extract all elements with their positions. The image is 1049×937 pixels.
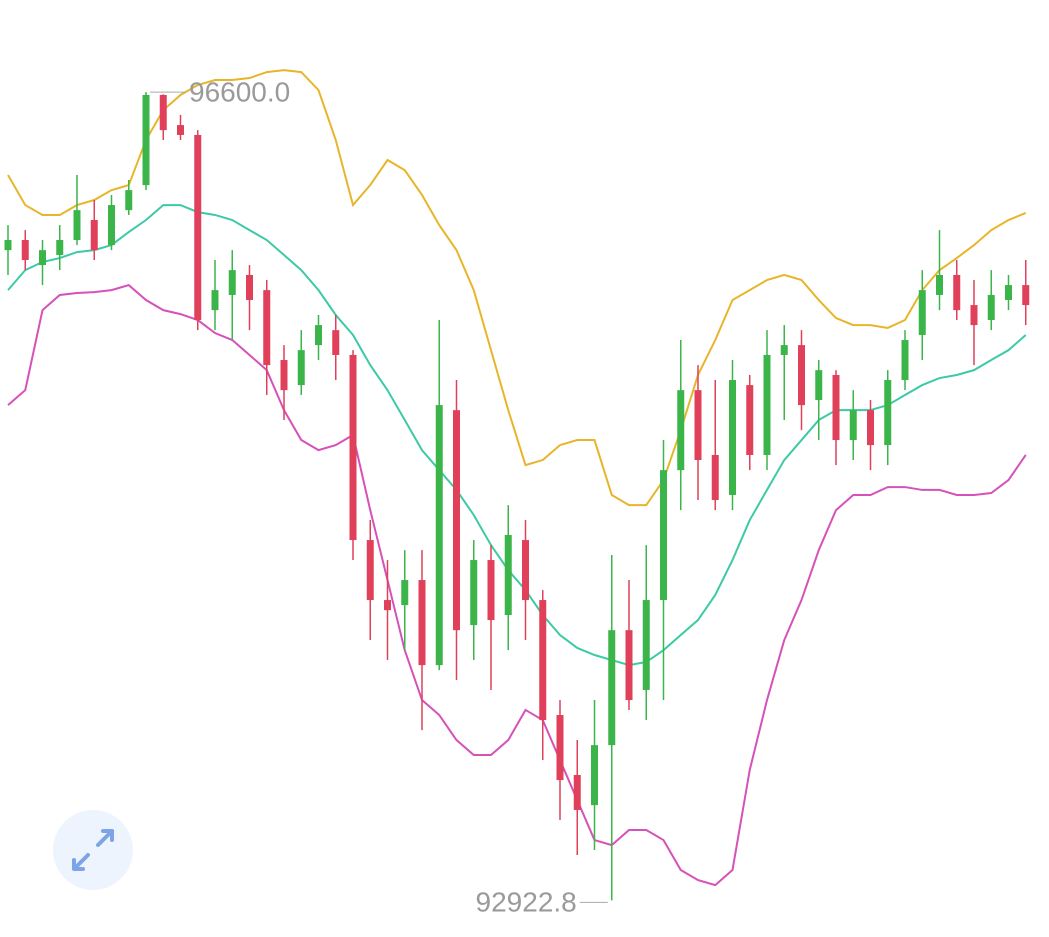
candle-body	[642, 600, 650, 690]
candle-body	[660, 470, 667, 601]
candle-body	[108, 205, 115, 246]
candle-body	[246, 274, 253, 301]
candle-body	[366, 540, 374, 601]
candle-body	[763, 354, 771, 455]
candle-body	[1022, 285, 1030, 306]
candle-body	[418, 580, 426, 666]
candle-body	[815, 370, 823, 401]
band-line	[7, 69, 1027, 507]
candle-body	[228, 270, 236, 295]
candle-body	[694, 390, 702, 461]
candle-body	[21, 240, 29, 261]
candle-body	[280, 360, 288, 391]
candle-body	[504, 534, 512, 615]
candle-body	[832, 374, 840, 441]
expand-button-bg[interactable]	[53, 810, 133, 890]
min-label: 92922.8	[476, 887, 577, 918]
candle-body	[90, 220, 98, 251]
candle-body	[746, 385, 754, 455]
candle-body	[780, 345, 788, 355]
candle-body	[522, 540, 529, 601]
candle-body	[729, 380, 736, 495]
candle-body	[591, 745, 598, 806]
candle-body	[677, 390, 685, 471]
candle-body	[4, 240, 12, 251]
candle-body	[556, 715, 564, 781]
candle-body	[125, 190, 133, 211]
candle-body	[177, 125, 184, 135]
candle-body	[401, 580, 409, 606]
expand-icon[interactable]	[72, 829, 114, 871]
candle-body	[349, 354, 357, 541]
candle-body	[918, 290, 926, 335]
candle-body	[263, 290, 271, 366]
candle-body	[711, 454, 719, 501]
candle-body	[142, 94, 150, 186]
candle-body	[625, 630, 633, 701]
candle-body	[159, 94, 167, 131]
candle-body	[56, 240, 64, 255]
candle-body	[970, 305, 978, 326]
candle-body	[297, 350, 305, 386]
band-line	[7, 283, 1027, 887]
candle-body	[901, 340, 909, 381]
candle-body	[849, 410, 857, 441]
candle-body	[73, 210, 81, 241]
candle-body	[608, 630, 616, 746]
max-label: 96600.0	[189, 76, 290, 107]
candle-body	[487, 560, 495, 621]
candle-body	[1005, 285, 1012, 301]
candle-body	[453, 410, 460, 631]
candle-body	[936, 274, 943, 295]
candle-body	[211, 290, 219, 311]
candle-body	[884, 380, 892, 446]
candle-body	[867, 410, 874, 446]
candle-body	[315, 325, 322, 346]
candle-body	[384, 600, 391, 611]
candle-body	[470, 560, 478, 626]
candle-body	[39, 250, 46, 266]
candle-body	[573, 775, 581, 810]
expand-button[interactable]	[53, 810, 133, 890]
candle-body	[798, 345, 805, 406]
candle-body	[953, 274, 961, 311]
candle-body	[539, 600, 547, 721]
candle-body	[332, 330, 340, 355]
candle-body	[194, 134, 202, 321]
candle-body	[435, 405, 443, 666]
candle-body	[987, 294, 995, 321]
